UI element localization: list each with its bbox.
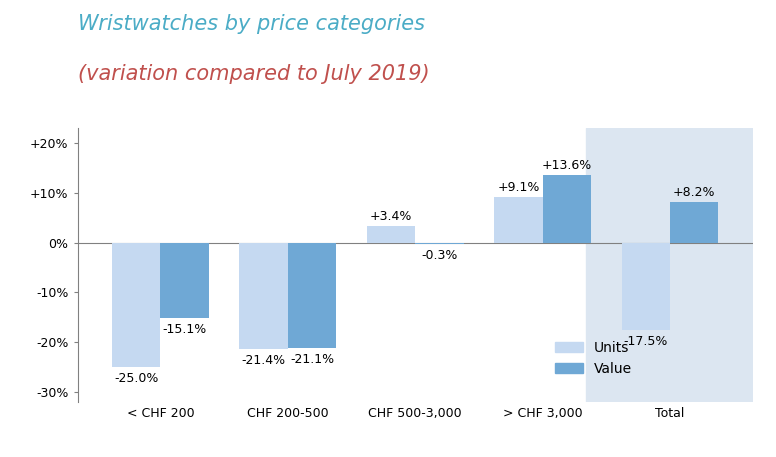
Bar [494, 197, 542, 243]
Text: -0.3%: -0.3% [421, 249, 458, 262]
Legend: Units, Value: Units, Value [549, 335, 638, 382]
Text: +8.2%: +8.2% [673, 186, 715, 199]
Bar [415, 243, 463, 244]
Bar [670, 202, 719, 243]
Bar [542, 175, 591, 243]
Text: +9.1%: +9.1% [497, 181, 539, 194]
Bar [161, 243, 209, 318]
Text: (variation compared to July 2019): (variation compared to July 2019) [78, 64, 429, 84]
Text: Wristwatches by price categories: Wristwatches by price categories [78, 14, 424, 34]
Bar [112, 243, 161, 367]
Bar [586, 128, 754, 402]
Bar [622, 243, 670, 330]
Text: -17.5%: -17.5% [624, 335, 668, 348]
Bar [288, 243, 336, 348]
Bar [239, 243, 288, 349]
Text: +3.4%: +3.4% [370, 210, 412, 223]
Text: -25.0%: -25.0% [114, 372, 158, 385]
Text: -21.1%: -21.1% [290, 353, 334, 366]
Text: +13.6%: +13.6% [542, 159, 592, 172]
Bar [367, 226, 415, 243]
Text: -21.4%: -21.4% [241, 354, 286, 367]
Text: -15.1%: -15.1% [162, 323, 206, 336]
